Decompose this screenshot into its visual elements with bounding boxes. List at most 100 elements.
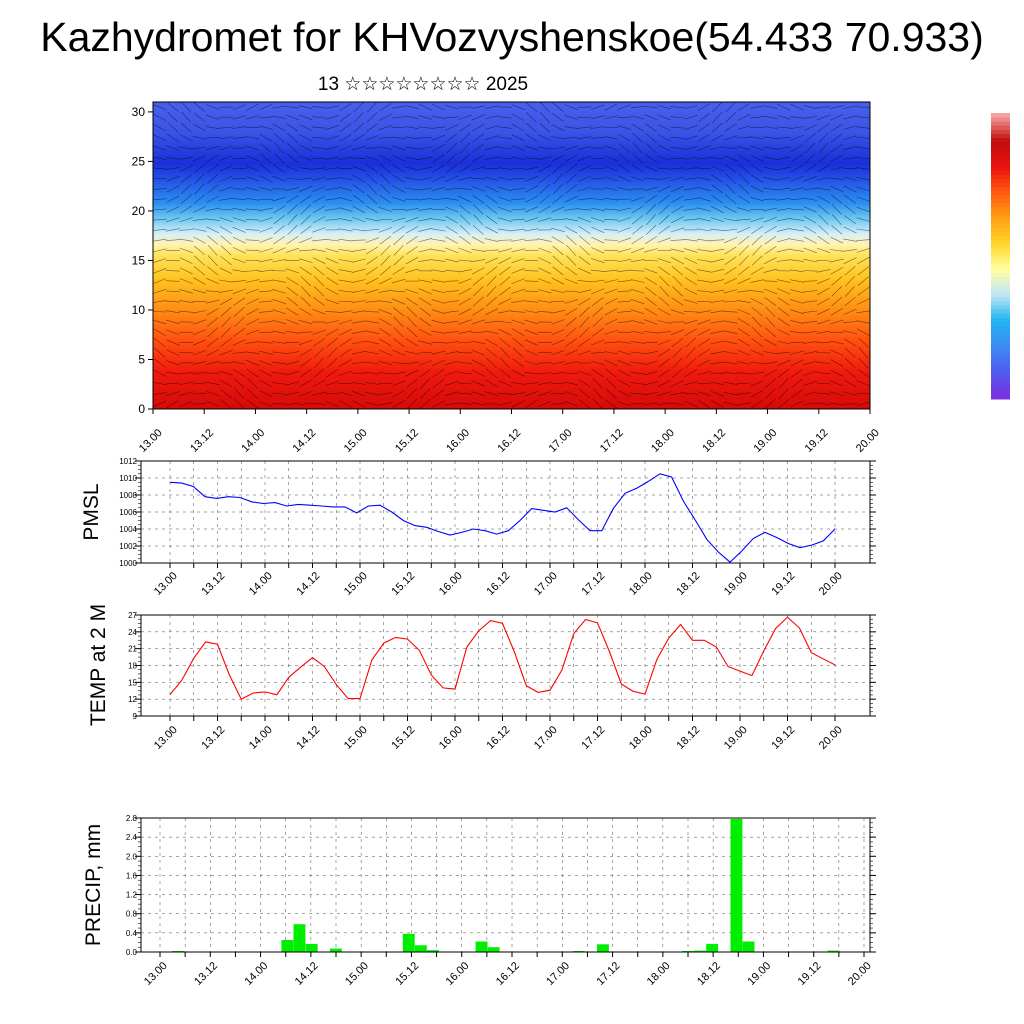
x-tick-label: 13.00 — [152, 570, 180, 598]
precip-bar — [827, 950, 840, 952]
y-tick-label: 0.0 — [126, 948, 138, 957]
y-tick-label: 0.4 — [126, 929, 138, 938]
precip-bar — [487, 947, 500, 952]
x-tick-label: 15.12 — [393, 427, 421, 455]
x-tick-label: 14.12 — [294, 724, 322, 752]
x-tick-label: 20.00 — [817, 570, 845, 598]
grid — [141, 460, 870, 564]
plot-frame — [140, 817, 871, 953]
precip-bar — [706, 943, 719, 952]
colorbar — [991, 113, 1010, 400]
series-line — [169, 473, 836, 563]
x-tick-label: 18.12 — [700, 427, 728, 455]
x-tick-label: 13.12 — [199, 724, 227, 752]
x-tick-label: 16.12 — [494, 960, 522, 988]
x-tick-label: 20.00 — [846, 960, 874, 988]
x-tick-label: 19.12 — [796, 960, 824, 988]
x-tick-label: 14.12 — [291, 427, 319, 455]
x-tick-label: 17.12 — [579, 724, 607, 752]
x-tick-label: 14.00 — [247, 570, 275, 598]
y-tick-label: 1000 — [119, 559, 137, 568]
x-tick-label: 19.12 — [769, 724, 797, 752]
y-tick-label: 21 — [128, 645, 137, 654]
x-tick-label: 17.12 — [598, 427, 626, 455]
x-tick-label: 18.12 — [674, 570, 702, 598]
y-tick-label: 24 — [128, 628, 137, 637]
x-tick-label: 18.00 — [649, 427, 677, 455]
x-tick-label: 18.00 — [645, 960, 673, 988]
precip-bar — [694, 950, 706, 952]
x-tick-label: 19.12 — [769, 570, 797, 598]
x-tick-label: 15.00 — [342, 570, 370, 598]
precip-bar — [475, 941, 488, 952]
y-tick-label: 0.8 — [126, 910, 138, 919]
x-tick-label: 17.00 — [544, 960, 572, 988]
y-tick-label: 30 — [132, 105, 146, 119]
y-tick-label: 2.0 — [126, 852, 138, 861]
y-tick-label: 18 — [128, 662, 137, 671]
y-tick-label: 12 — [128, 695, 137, 704]
x-tick-label: 18.12 — [674, 724, 702, 752]
y-tick-label: 1.2 — [126, 891, 138, 900]
x-tick-label: 13.00 — [142, 960, 170, 988]
x-tick-label: 13.00 — [137, 427, 165, 455]
series-line — [169, 616, 836, 700]
x-tick-label: 16.00 — [437, 724, 465, 752]
y-tick-label: 15 — [128, 678, 137, 687]
x-tick-label: 15.00 — [342, 724, 370, 752]
y-tick-label: 2.8 — [126, 814, 138, 823]
y-tick-label: 1.6 — [126, 871, 138, 880]
x-tick-label: 16.00 — [437, 570, 465, 598]
precip-bar — [281, 940, 294, 952]
precip-bar — [742, 941, 755, 952]
x-tick-label: 16.00 — [444, 427, 472, 455]
y-tick-label: 1010 — [119, 474, 137, 483]
y-tick-label: 1004 — [119, 525, 137, 534]
y-axis-label: TEMP at 2 M — [87, 604, 110, 726]
precip-bar — [293, 924, 306, 952]
y-tick-label: 20 — [132, 204, 146, 218]
y-tick-label: 0 — [138, 402, 145, 416]
x-tick-label: 14.00 — [239, 427, 267, 455]
x-tick-label: 15.12 — [393, 960, 421, 988]
y-tick-label: 9 — [133, 712, 138, 721]
precip-bar — [427, 950, 439, 952]
x-tick-label: 13.12 — [199, 570, 227, 598]
precip-bar — [305, 943, 318, 952]
x-tick-label: 17.12 — [579, 570, 607, 598]
x-tick-label: 14.00 — [247, 724, 275, 752]
precip-bar — [730, 819, 743, 952]
wind-vectors — [152, 101, 871, 410]
y-tick-label: 27 — [128, 611, 137, 620]
x-tick-label: 15.00 — [343, 960, 371, 988]
y-tick-label: 1006 — [119, 508, 137, 517]
x-tick-label: 16.12 — [484, 570, 512, 598]
y-tick-label: 2.4 — [126, 833, 138, 842]
x-tick-label: 20.00 — [854, 427, 882, 455]
x-tick-label: 19.00 — [745, 960, 773, 988]
x-tick-label: 19.00 — [722, 570, 750, 598]
y-axis-label: PMSL — [80, 483, 103, 540]
heatmap-field — [153, 102, 870, 409]
chart-title: Kazhydromet for KHVozvyshenskoe(54.433 7… — [40, 14, 984, 60]
y-tick-label: 1002 — [119, 542, 137, 551]
x-tick-label: 13.12 — [188, 427, 216, 455]
y-tick-label: 25 — [132, 154, 146, 168]
x-tick-label: 17.00 — [547, 427, 575, 455]
x-tick-label: 17.12 — [594, 960, 622, 988]
x-tick-label: 20.00 — [817, 724, 845, 752]
x-tick-label: 15.12 — [389, 724, 417, 752]
x-tick-label: 17.00 — [532, 570, 560, 598]
x-tick-label: 15.12 — [389, 570, 417, 598]
precip-bar — [414, 945, 427, 952]
x-tick-label: 16.12 — [495, 427, 523, 455]
y-tick-label: 10 — [132, 303, 146, 317]
chart-subtitle: 13 ☆☆☆☆☆☆☆☆ 2025 — [317, 74, 529, 95]
x-tick-label: 17.00 — [532, 724, 560, 752]
x-tick-label: 19.00 — [751, 427, 779, 455]
x-tick-label: 19.00 — [722, 724, 750, 752]
y-tick-label: 1012 — [119, 457, 137, 466]
y-axis-label: PRECIP, mm — [82, 824, 105, 946]
y-tick-label: 1008 — [119, 491, 137, 500]
